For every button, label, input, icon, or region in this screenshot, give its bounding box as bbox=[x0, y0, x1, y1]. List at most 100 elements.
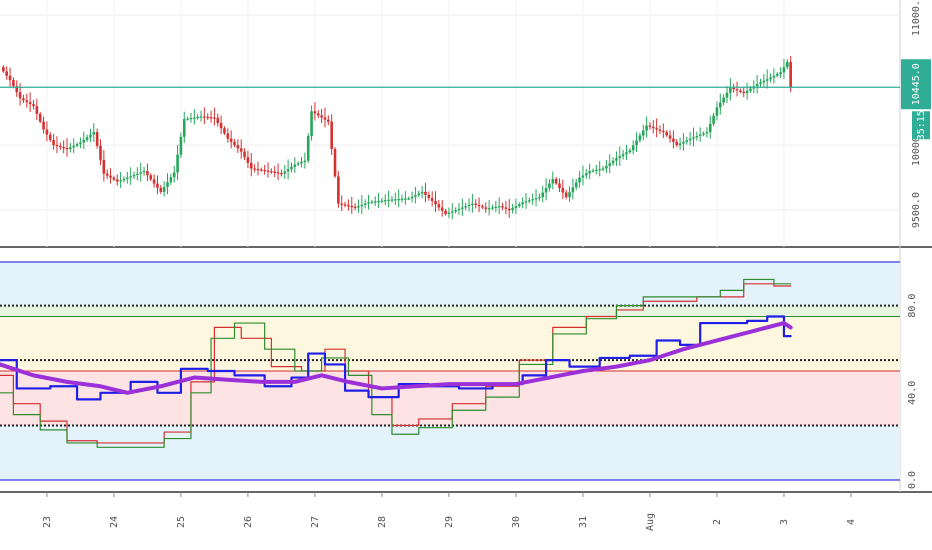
candle-body bbox=[404, 198, 407, 200]
time-tick-label: 31 bbox=[578, 516, 589, 528]
candle-body bbox=[115, 179, 119, 182]
candle-body bbox=[588, 171, 591, 174]
time-tick-label: 4 bbox=[846, 519, 857, 525]
candle-body bbox=[481, 206, 484, 208]
candle-body bbox=[390, 199, 394, 201]
candle-body bbox=[554, 178, 558, 184]
zone-mid bbox=[0, 316, 900, 361]
candle-body bbox=[32, 104, 35, 107]
candle-body bbox=[132, 175, 136, 177]
candle-body bbox=[514, 206, 518, 209]
candle-body bbox=[92, 132, 96, 135]
oscillator-lines bbox=[0, 278, 793, 448]
candle-body bbox=[383, 200, 387, 202]
candle-body bbox=[149, 175, 153, 180]
candle-body bbox=[243, 151, 246, 158]
candle-body bbox=[618, 156, 622, 159]
candle-body bbox=[477, 204, 481, 207]
candle-body bbox=[266, 170, 270, 172]
candle-body bbox=[367, 202, 370, 204]
candle-body bbox=[136, 173, 139, 175]
candle-body bbox=[517, 204, 521, 207]
candle-body bbox=[648, 125, 652, 127]
candle-body bbox=[715, 107, 719, 116]
candle-body bbox=[119, 180, 122, 182]
time-tick-label: 28 bbox=[377, 516, 388, 528]
candle-body bbox=[584, 173, 588, 176]
candle-body bbox=[631, 145, 635, 151]
candle-body bbox=[327, 119, 330, 122]
candle-body bbox=[213, 117, 216, 119]
candle-body bbox=[320, 115, 323, 118]
candle-body bbox=[541, 192, 545, 198]
candle-body bbox=[430, 197, 434, 201]
candle-body bbox=[337, 176, 340, 204]
candle-body bbox=[434, 201, 437, 205]
candle-body bbox=[38, 113, 42, 122]
candle-body bbox=[179, 136, 183, 155]
candle-body bbox=[400, 198, 404, 201]
candle-body bbox=[129, 176, 132, 178]
candle-body bbox=[538, 197, 541, 199]
candle-body bbox=[621, 154, 625, 157]
price-candles bbox=[2, 56, 792, 220]
candle-body bbox=[273, 171, 277, 173]
candle-body bbox=[62, 147, 65, 149]
candle-body bbox=[407, 198, 411, 200]
series-line-green bbox=[0, 278, 792, 448]
candle-body bbox=[229, 138, 233, 142]
candle-body bbox=[387, 199, 390, 201]
zone-upper bbox=[0, 305, 900, 317]
candle-body bbox=[296, 163, 300, 165]
candle-body bbox=[394, 199, 397, 201]
candle-body bbox=[219, 123, 223, 129]
candle-body bbox=[377, 201, 380, 203]
candle-body bbox=[474, 203, 478, 205]
candle-body bbox=[581, 175, 585, 178]
candle-body bbox=[5, 71, 9, 76]
candle-body bbox=[454, 210, 457, 212]
candle-body bbox=[695, 136, 699, 138]
candle-body bbox=[655, 128, 658, 130]
candle-body bbox=[65, 148, 69, 150]
candle-body bbox=[645, 125, 648, 131]
series-line-purple bbox=[0, 321, 793, 395]
candle-body bbox=[102, 159, 106, 174]
candle-body bbox=[203, 116, 206, 118]
candle-body bbox=[357, 206, 360, 208]
candle-body bbox=[142, 171, 146, 173]
candle-body bbox=[611, 160, 615, 164]
candle-body bbox=[534, 198, 538, 200]
candle-body bbox=[561, 188, 565, 193]
candle-body bbox=[239, 148, 243, 152]
candle-body bbox=[22, 98, 25, 101]
candle-body bbox=[35, 106, 39, 114]
candle-body bbox=[524, 201, 528, 203]
candle-body bbox=[169, 177, 173, 183]
candle-body bbox=[558, 183, 561, 188]
candle-body bbox=[605, 165, 608, 169]
candle-body bbox=[122, 178, 126, 181]
countdown-label: 35:15 bbox=[916, 110, 927, 140]
candle-body bbox=[779, 72, 782, 75]
time-tick-label: 2 bbox=[712, 519, 723, 525]
candle-body bbox=[735, 89, 739, 91]
candle-body bbox=[283, 171, 287, 174]
candle-body bbox=[437, 204, 441, 208]
candle-body bbox=[95, 132, 99, 146]
candle-body bbox=[18, 92, 22, 99]
candle-body bbox=[12, 80, 15, 87]
candle-body bbox=[424, 191, 427, 195]
candle-body bbox=[564, 192, 568, 198]
candle-body bbox=[48, 134, 52, 140]
candle-body bbox=[109, 175, 112, 178]
candle-body bbox=[571, 187, 575, 193]
candle-body bbox=[159, 187, 163, 192]
candle-body bbox=[45, 129, 49, 135]
time-tick-label: 27 bbox=[310, 516, 321, 528]
candle-body bbox=[55, 145, 59, 147]
candle-body bbox=[112, 177, 116, 180]
current-price-label: 10445.0 bbox=[911, 63, 922, 105]
